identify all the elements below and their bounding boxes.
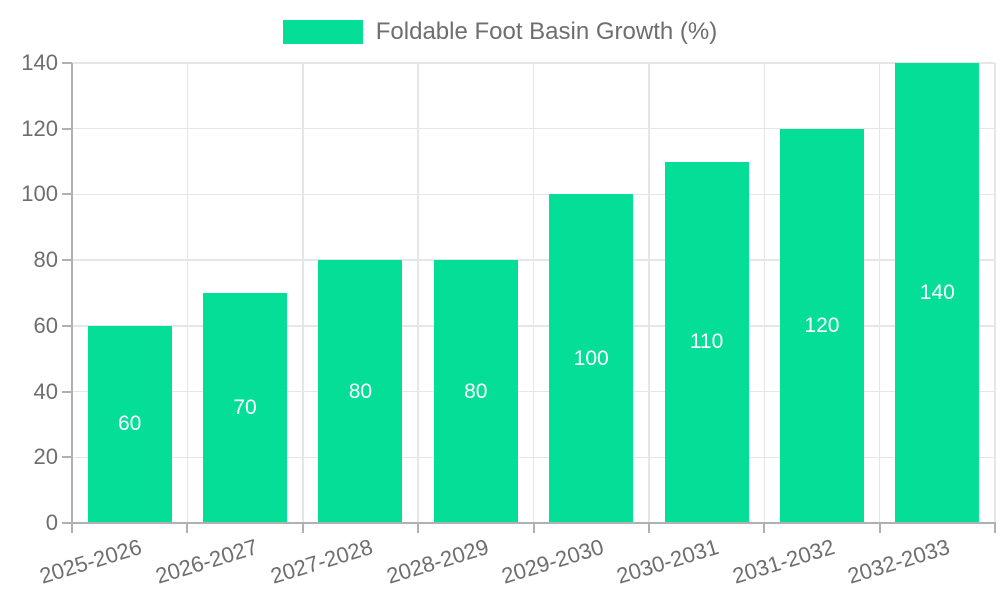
y-axis-tick: [62, 127, 72, 130]
x-axis-tick: [878, 523, 881, 533]
y-axis-tick: [62, 193, 72, 196]
x-axis-tick: [417, 523, 420, 533]
bar: 140: [895, 63, 980, 523]
bar: 100: [549, 194, 634, 523]
bar-value-label: 120: [804, 313, 840, 337]
y-tick-label: 40: [33, 378, 58, 404]
bar: 70: [203, 293, 288, 523]
bar: 80: [433, 260, 518, 523]
x-tick-label: 2029-2030: [498, 534, 607, 589]
x-gridline: [763, 63, 765, 523]
plot-area: 60 70 80 80 100 110 120 140: [72, 62, 996, 523]
y-tick-label: 20: [33, 444, 58, 470]
x-axis-tick: [532, 523, 535, 533]
y-axis-tick: [62, 456, 72, 459]
bar: 110: [664, 161, 749, 523]
x-gridline: [186, 63, 189, 523]
y-tick-label: 80: [33, 247, 58, 273]
x-tick-label: 2032-2033: [844, 534, 953, 589]
x-axis-tick: [994, 523, 996, 533]
bar-value-label: 80: [348, 379, 373, 403]
bar-value-label: 140: [919, 281, 955, 304]
x-gridline: [878, 63, 881, 523]
legend[interactable]: Foldable Foot Basin Growth (%): [0, 18, 1000, 46]
y-tick-label: 140: [21, 50, 58, 75]
x-axis-tick: [763, 523, 766, 533]
x-axis-tick: [647, 523, 650, 533]
bar-value-label: 60: [118, 412, 142, 436]
y-axis-tick: [62, 324, 72, 327]
legend-swatch: [282, 20, 363, 44]
x-axis-tick: [301, 523, 304, 533]
y-axis-tick: [62, 522, 72, 524]
legend-label: Foldable Foot Basin Growth (%): [375, 18, 718, 45]
x-tick-label: 2031-2032: [729, 534, 838, 589]
bar: 120: [779, 128, 864, 523]
bar-value-label: 110: [689, 330, 724, 354]
x-gridline: [994, 63, 996, 523]
bar-value-label: 70: [233, 396, 257, 419]
y-axis-tick: [62, 62, 72, 64]
x-tick-label: 2028-2029: [383, 534, 492, 589]
y-axis-tick: [62, 390, 72, 393]
bar: 60: [87, 325, 172, 523]
y-tick-label: 100: [21, 181, 58, 207]
x-tick-label: 2030-2031: [613, 534, 722, 589]
bar-value-label: 80: [464, 379, 488, 403]
x-gridline: [648, 63, 650, 523]
y-tick-label: 120: [21, 115, 58, 141]
x-gridline: [417, 63, 419, 523]
x-tick-label: 2025-2026: [37, 534, 145, 589]
x-axis-line: [71, 522, 996, 524]
x-tick-label: 2026-2027: [152, 534, 261, 589]
x-axis-tick: [71, 523, 73, 533]
x-axis-tick: [186, 523, 189, 533]
y-tick-label: 0: [45, 510, 58, 535]
x-gridline: [532, 63, 535, 523]
y-tick-label: 60: [33, 312, 58, 338]
x-tick-label: 2027-2028: [267, 534, 376, 589]
y-axis-line: [71, 63, 73, 523]
x-gridline: [302, 63, 304, 523]
bar-value-label: 100: [573, 346, 609, 370]
y-axis-tick: [62, 259, 72, 262]
bar: 80: [318, 260, 403, 523]
